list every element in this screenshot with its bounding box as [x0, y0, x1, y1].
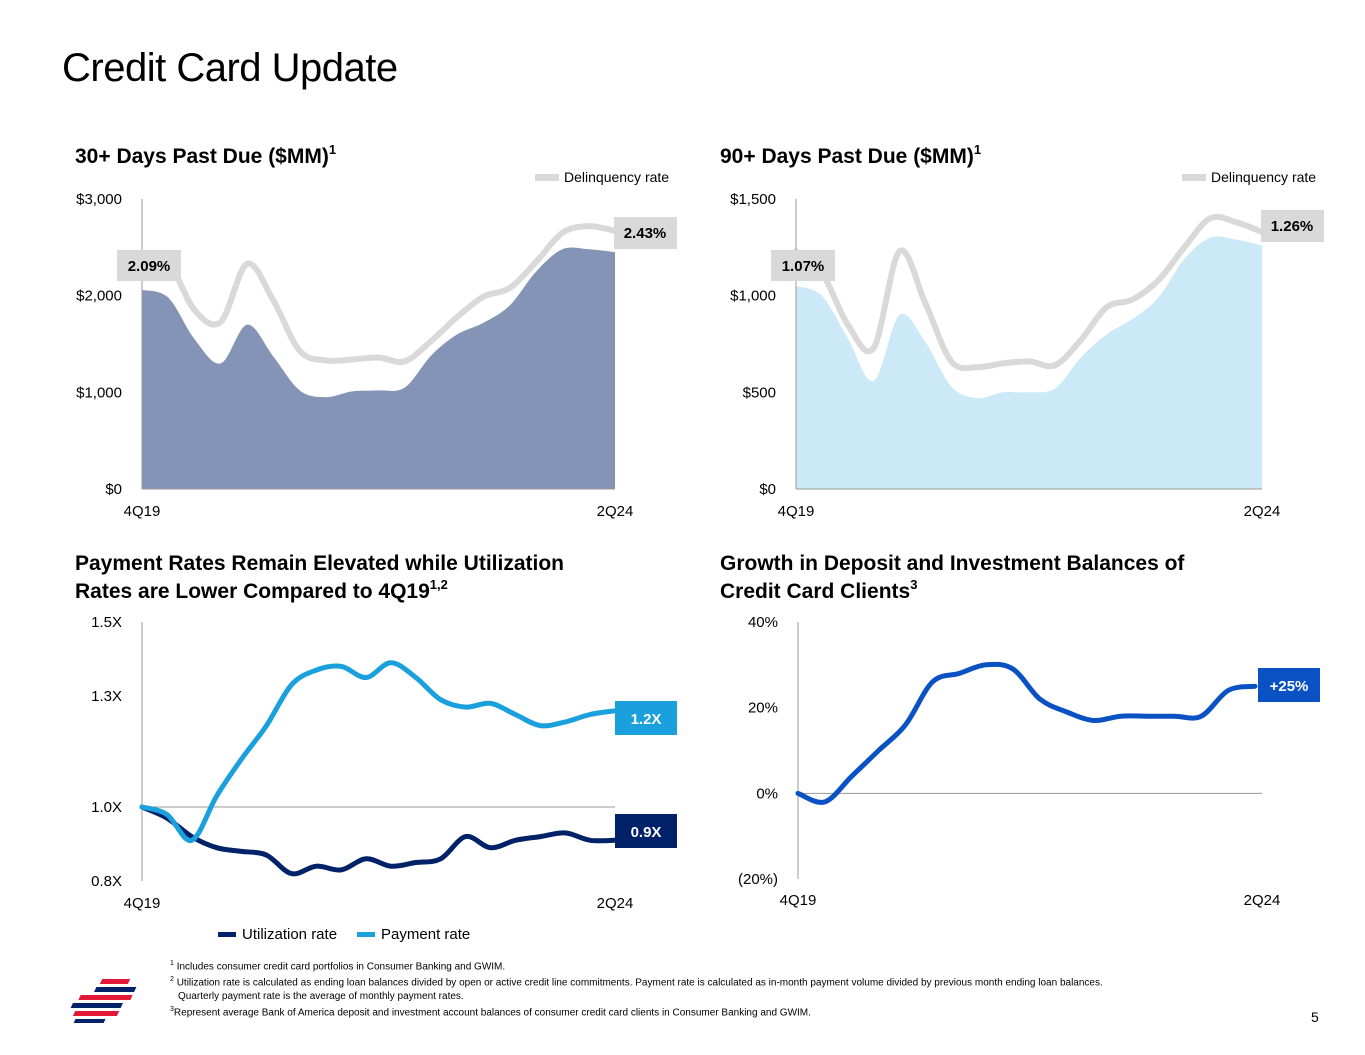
x-tick-label: 2Q24	[597, 503, 634, 520]
page-number: 5	[1311, 1009, 1319, 1025]
chart-title-text: 90+ Days Past Due ($MM)	[720, 145, 974, 168]
x-tick-label: 4Q19	[778, 503, 815, 520]
x-tick-label: 4Q19	[780, 892, 817, 909]
x-tick-label: 2Q24	[597, 895, 634, 912]
footnotes: 1 Includes consumer credit card portfoli…	[170, 957, 1285, 1019]
y-tick-label: 1.0X	[91, 799, 122, 816]
rate-callout-end-label: 2.43%	[624, 225, 667, 242]
delinquency-rate-line	[139, 223, 618, 366]
rate-callout-end	[1261, 210, 1324, 242]
y-tick-label: 0.8X	[91, 873, 122, 890]
growth-callout	[1258, 668, 1320, 702]
y-tick-label: 1.5X	[91, 614, 122, 631]
chart-title-line1: Payment Rates Remain Elevated while Util…	[75, 552, 564, 575]
y-tick-label: $0	[759, 481, 776, 498]
rate-callout-start	[117, 250, 181, 281]
chart-title-payment-util: Payment Rates Remain Elevated while Util…	[75, 550, 564, 606]
line-series-growth	[795, 661, 1258, 805]
chart-title-line2: Rates are Lower Compared to 4Q19	[75, 580, 430, 603]
rate-callout-start	[771, 250, 835, 281]
footnote-2: 2 Utilization rate is calculated as endi…	[170, 976, 1103, 989]
rate-callout-end	[614, 217, 677, 249]
footnote-mark: 3	[910, 577, 918, 592]
y-tick-label: 40%	[748, 614, 778, 631]
chart-title-dpd90: 90+ Days Past Due ($MM)1	[720, 143, 981, 171]
legend-delinquency-label: Delinquency rate	[564, 169, 669, 185]
x-tick-label: 4Q19	[124, 503, 161, 520]
payment-callout-label: 1.2X	[631, 711, 662, 728]
footnote-mark: 1	[973, 142, 982, 157]
y-tick-label: 1.3X	[91, 688, 122, 705]
y-tick-label: $0	[105, 481, 122, 498]
x-tick-label: 4Q19	[124, 895, 161, 912]
footnote-2-cont: Quarterly payment rate is the average of…	[178, 990, 464, 1002]
y-tick-label: $3,000	[76, 191, 122, 208]
legend-utilization-label: Utilization rate	[242, 926, 338, 943]
footnote-3: 3Represent average Bank of America depos…	[170, 1005, 811, 1018]
utilization-callout	[615, 814, 677, 848]
area-series-dpd30	[142, 247, 615, 489]
chart-title-dpd30: 30+ Days Past Due ($MM)1	[75, 143, 336, 171]
utilization-swatch	[218, 932, 236, 937]
legend-payment-label: Payment rate	[381, 926, 471, 943]
y-tick-label: $2,000	[76, 288, 122, 305]
page-title: Credit Card Update	[62, 46, 398, 90]
x-tick-label: 2Q24	[1244, 892, 1281, 909]
legend-swatch-delinquency	[1182, 174, 1206, 181]
chart-title-line1: Growth in Deposit and Investment Balance…	[720, 552, 1185, 575]
x-tick-label: 2Q24	[1244, 503, 1281, 520]
line-series-payment-rate	[139, 660, 618, 843]
y-tick-label: 20%	[748, 700, 778, 717]
y-tick-label: 0%	[756, 785, 778, 802]
line-series-utilization-rate	[139, 804, 618, 877]
legend-swatch-delinquency	[535, 174, 559, 181]
y-tick-label: $1,000	[730, 288, 776, 305]
delinquency-rate-line	[793, 213, 1265, 372]
y-tick-label: (20%)	[738, 871, 778, 888]
y-tick-label: $500	[743, 384, 776, 401]
chart-title-deposit-growth: Growth in Deposit and Investment Balance…	[720, 550, 1184, 606]
rate-callout-start-label: 2.09%	[128, 258, 171, 275]
payment-swatch	[357, 932, 376, 937]
utilization-callout-label: 0.9X	[631, 824, 662, 841]
legend-utilization: Utilization rate	[218, 926, 337, 943]
rate-callout-start-label: 1.07%	[782, 258, 825, 275]
chart-title-line2: Credit Card Clients	[720, 580, 911, 603]
legend-payment: Payment rate	[357, 926, 470, 943]
rate-callout-end-label: 1.26%	[1271, 218, 1314, 235]
bank-flag-logo	[64, 975, 159, 1032]
footnote-1: 1 Includes consumer credit card portfoli…	[170, 960, 506, 973]
bottom-legend: Utilization rate Payment rate	[218, 926, 470, 943]
payment-callout	[615, 701, 677, 735]
y-tick-label: $1,500	[730, 191, 776, 208]
footnote-mark: 1,2	[429, 577, 448, 592]
legend-delinquency-label: Delinquency rate	[1211, 169, 1316, 185]
y-tick-label: $1,000	[76, 384, 122, 401]
growth-callout-label: +25%	[1270, 678, 1309, 695]
area-series-dpd90	[796, 236, 1262, 489]
footnote-mark: 1	[328, 142, 337, 157]
chart-title-text: 30+ Days Past Due ($MM)	[75, 145, 329, 168]
